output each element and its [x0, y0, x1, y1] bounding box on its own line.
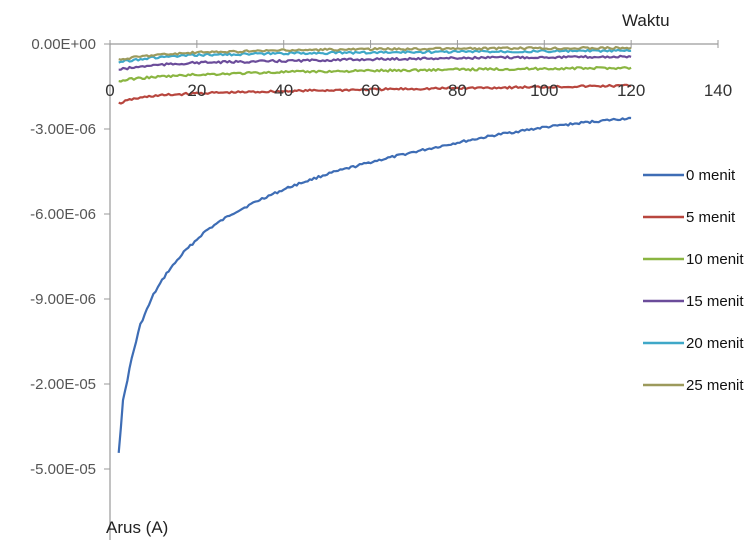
- x-axis-ticks: 0 20 40 60 80 100 120 140: [105, 40, 732, 100]
- y-axis-label: Arus (A): [106, 518, 168, 537]
- legend-label: 10 menit: [686, 251, 744, 268]
- x-tick-label: 20: [187, 81, 206, 100]
- legend: 0 menit 5 menit 10 menit 15 menit 20 menit 25…: [643, 167, 744, 394]
- y-tick-label: -5.00E-05: [30, 461, 96, 478]
- series-line-5: [118, 45, 632, 61]
- y-tick-label: -3.00E-06: [30, 121, 96, 138]
- x-tick-label: 140: [704, 81, 732, 100]
- y-tick-label: -9.00E-06: [30, 291, 96, 308]
- y-tick-label: 0.00E+00: [31, 36, 96, 53]
- x-tick-label: 80: [448, 81, 467, 100]
- x-tick-label: 40: [274, 81, 293, 100]
- x-axis-label: Waktu: [622, 11, 670, 30]
- legend-label: 25 menit: [686, 377, 744, 394]
- x-tick-label: 100: [530, 81, 558, 100]
- y-axis-ticks: 0.00E+00 -3.00E-06 -6.00E-06 -9.00E-06 -2.00…: [30, 36, 110, 478]
- y-tick-label: -2.00E-05: [30, 376, 96, 393]
- series-line-3: [118, 54, 632, 71]
- legend-label: 15 menit: [686, 293, 744, 310]
- series-line-2: [118, 65, 632, 83]
- series-line-0: [117, 116, 632, 453]
- legend-label: 0 menit: [686, 167, 736, 184]
- x-tick-label: 0: [105, 81, 114, 100]
- x-tick-label: 120: [617, 81, 645, 100]
- x-tick-label: 60: [361, 81, 380, 100]
- y-tick-label: -6.00E-06: [30, 206, 96, 223]
- legend-label: 20 menit: [686, 335, 744, 352]
- series-line-1: [118, 83, 632, 105]
- legend-label: 5 menit: [686, 209, 736, 226]
- series-lines: [117, 45, 632, 453]
- series-line-4: [118, 48, 632, 64]
